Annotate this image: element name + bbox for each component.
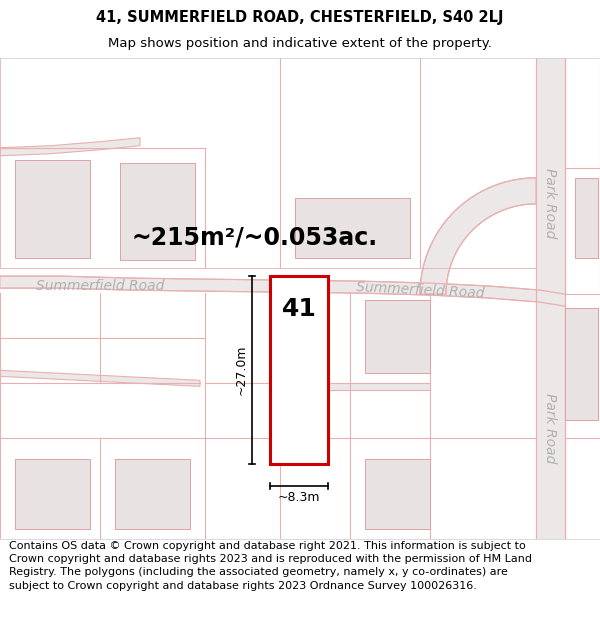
Polygon shape xyxy=(0,276,565,306)
Bar xyxy=(270,276,328,464)
Polygon shape xyxy=(115,459,190,529)
Polygon shape xyxy=(320,383,430,391)
Polygon shape xyxy=(0,138,140,156)
Polygon shape xyxy=(120,162,195,260)
Text: 41: 41 xyxy=(281,297,316,321)
Polygon shape xyxy=(565,308,598,421)
Text: Summerfield Road: Summerfield Road xyxy=(356,280,484,301)
Polygon shape xyxy=(15,459,90,529)
Text: Map shows position and indicative extent of the property.: Map shows position and indicative extent… xyxy=(108,37,492,49)
Polygon shape xyxy=(295,198,410,258)
Text: Summerfield Road: Summerfield Road xyxy=(36,279,164,293)
Polygon shape xyxy=(420,177,536,294)
Polygon shape xyxy=(536,58,565,539)
Text: 41, SUMMERFIELD ROAD, CHESTERFIELD, S40 2LJ: 41, SUMMERFIELD ROAD, CHESTERFIELD, S40 … xyxy=(96,10,504,25)
Text: Contains OS data © Crown copyright and database right 2021. This information is : Contains OS data © Crown copyright and d… xyxy=(9,541,532,591)
Text: ~8.3m: ~8.3m xyxy=(278,491,320,504)
Polygon shape xyxy=(15,160,90,258)
Polygon shape xyxy=(365,459,430,529)
Text: Park Road: Park Road xyxy=(543,168,557,238)
Text: ~215m²/~0.053ac.: ~215m²/~0.053ac. xyxy=(132,226,378,250)
Polygon shape xyxy=(575,177,598,258)
Polygon shape xyxy=(365,300,430,373)
Text: Park Road: Park Road xyxy=(543,393,557,464)
Polygon shape xyxy=(0,370,200,386)
Text: ~27.0m: ~27.0m xyxy=(235,344,248,395)
